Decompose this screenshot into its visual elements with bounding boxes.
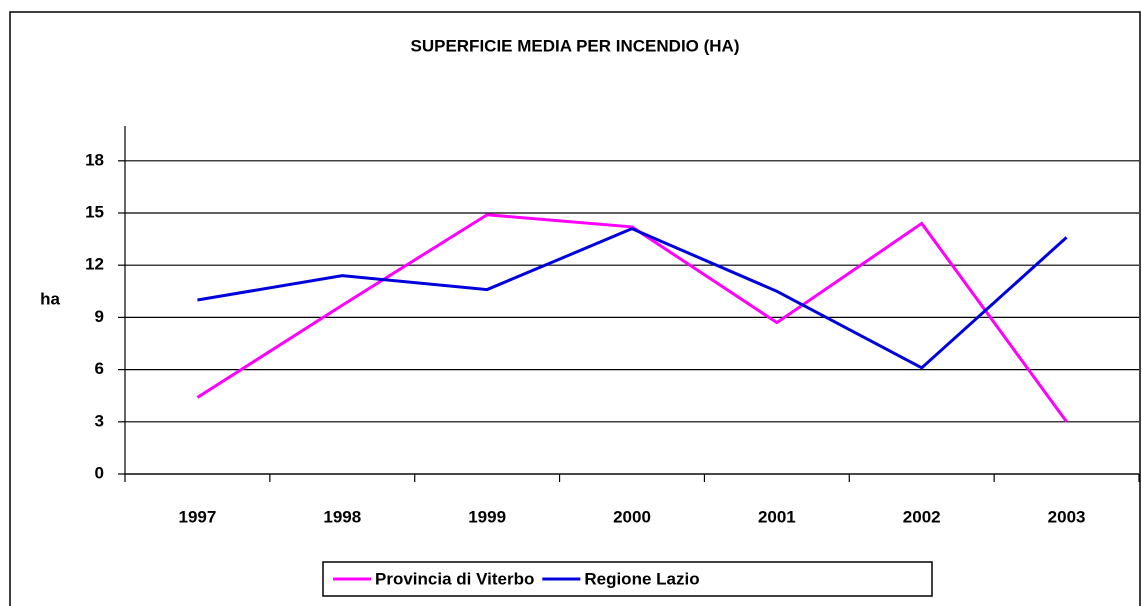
x-tick-label: 2000 [613,507,651,526]
y-tick-label: 0 [95,463,104,482]
legend-box [322,561,933,597]
y-tick-label: 9 [95,307,104,326]
legend-label: Provincia di Viterbo [375,569,534,588]
x-tick-label: 1998 [323,507,361,526]
chart-title: SUPERFICIE MEDIA PER INCENDIO (HA) [410,36,739,55]
x-tick-label: 1997 [179,507,217,526]
x-tick-label: 2002 [903,507,941,526]
y-tick-label: 6 [95,359,104,378]
x-tick-label: 2001 [758,507,796,526]
x-tick-label: 2003 [1048,507,1086,526]
line-series [196,213,1068,423]
y-tick-label: 15 [85,202,104,221]
y-tick-label: 3 [95,411,104,430]
y-tick-label: 12 [85,255,104,274]
x-tick-label: 1999 [468,507,506,526]
legend-label: Regione Lazio [584,569,699,588]
y-tick-label: 18 [85,150,104,169]
y-axis-label: ha [40,289,60,308]
line-series [197,227,1068,370]
chart-frame [9,11,1141,606]
